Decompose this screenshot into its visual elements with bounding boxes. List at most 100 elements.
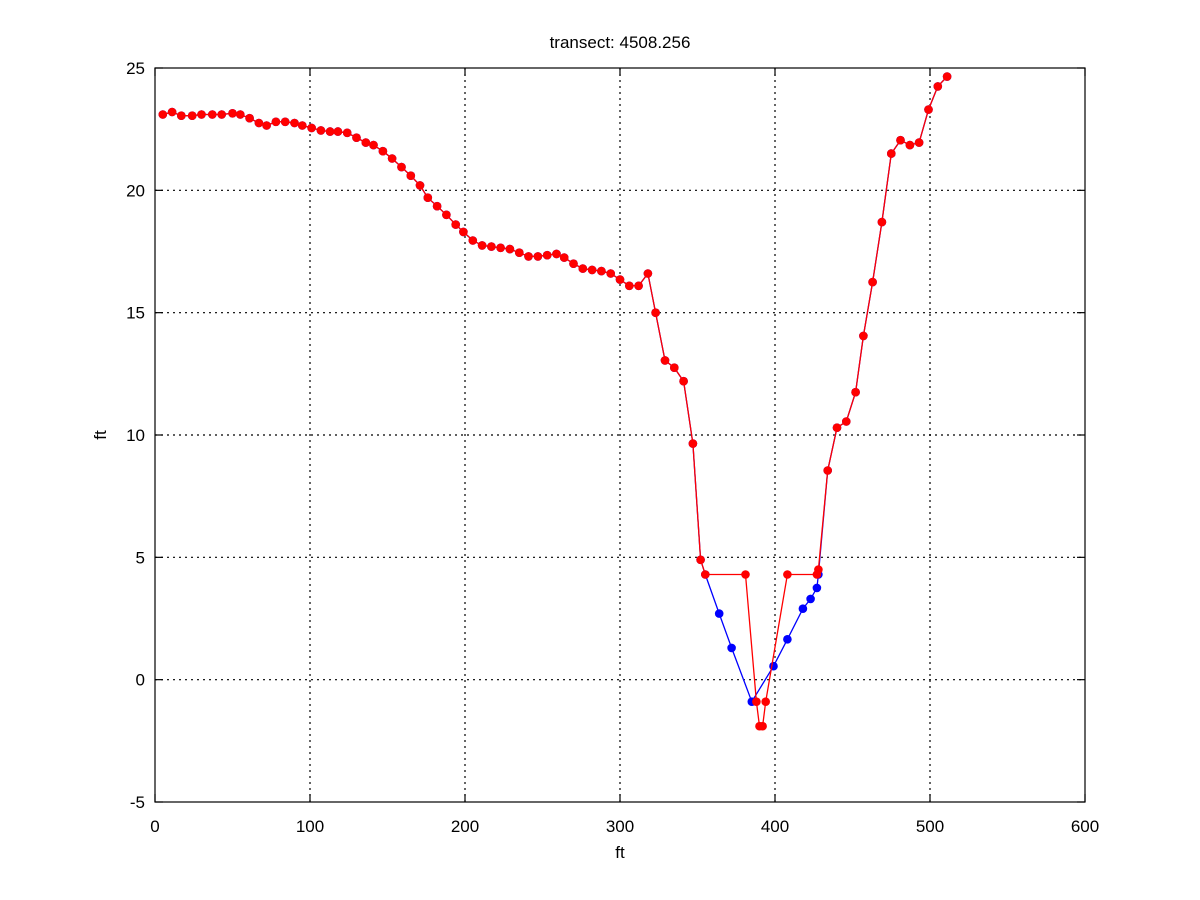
series-2-point bbox=[352, 133, 361, 142]
series-2-point bbox=[290, 118, 299, 128]
grid bbox=[155, 68, 1085, 802]
series-1-point bbox=[727, 643, 736, 653]
series-2-point bbox=[378, 146, 388, 156]
series-2-point bbox=[634, 281, 643, 291]
series-2-point bbox=[877, 217, 887, 227]
series-2-point bbox=[896, 135, 905, 145]
series-2-point bbox=[842, 417, 851, 426]
series-2-point bbox=[924, 105, 933, 114]
series-2-point bbox=[406, 171, 416, 180]
series-2-point bbox=[741, 570, 750, 579]
y-tick-label: 20 bbox=[126, 181, 145, 200]
series-2-point bbox=[432, 201, 442, 211]
series-2-point bbox=[316, 126, 326, 135]
series-2-point bbox=[307, 123, 316, 133]
series-2-point bbox=[696, 555, 705, 565]
series-2-point bbox=[361, 138, 371, 147]
series-2-point bbox=[643, 269, 653, 278]
series-2-point bbox=[236, 110, 245, 119]
series-2-point bbox=[477, 241, 487, 250]
series-2-point bbox=[208, 110, 217, 119]
series-2-point bbox=[496, 243, 505, 253]
series-2-point bbox=[167, 107, 177, 117]
series-2-point bbox=[342, 128, 352, 138]
series-2-point bbox=[487, 242, 496, 251]
y-tick-label: 0 bbox=[136, 671, 145, 690]
series-2-point bbox=[459, 227, 468, 237]
series-2-point bbox=[868, 277, 877, 287]
series-2-point bbox=[369, 140, 378, 150]
series-2-point bbox=[914, 138, 924, 147]
y-tick-label: 10 bbox=[126, 426, 145, 445]
series-2-point bbox=[814, 565, 823, 574]
series-2-point bbox=[505, 244, 515, 254]
series-2-point bbox=[280, 117, 290, 127]
series-2-point bbox=[187, 111, 197, 120]
x-tick-label: 300 bbox=[606, 817, 634, 836]
series-2-point bbox=[442, 210, 451, 220]
series-2-point bbox=[468, 236, 478, 245]
x-tick-label: 500 bbox=[916, 817, 944, 836]
x-axis-label: ft bbox=[615, 843, 625, 862]
series-2-point bbox=[933, 82, 943, 91]
series-2-point bbox=[415, 181, 425, 190]
series-1-point bbox=[806, 594, 815, 604]
series-2-point bbox=[158, 110, 168, 119]
series-2-point bbox=[625, 281, 634, 291]
series-2-point bbox=[524, 252, 533, 261]
series-2-point bbox=[832, 423, 842, 433]
series-2-point bbox=[887, 149, 896, 158]
series-2-point bbox=[701, 570, 710, 579]
series-2-point bbox=[752, 697, 761, 706]
series-2-point bbox=[942, 72, 952, 81]
series-2-point bbox=[823, 466, 832, 475]
series-2-point bbox=[905, 140, 915, 150]
series-2-point bbox=[177, 111, 186, 120]
series-1-point bbox=[798, 604, 808, 613]
series-2-point bbox=[660, 356, 670, 365]
series-2-point bbox=[271, 117, 281, 127]
series-2-point bbox=[387, 154, 397, 163]
series-2-point bbox=[423, 193, 433, 202]
series-2-point bbox=[254, 118, 264, 128]
series-2-point bbox=[245, 113, 254, 123]
series-1-line bbox=[162, 76, 948, 704]
series-1-point bbox=[769, 661, 778, 671]
series-2-point bbox=[262, 121, 271, 130]
series-1 bbox=[158, 72, 952, 706]
y-tick-label: 15 bbox=[126, 304, 145, 323]
series-2-point bbox=[761, 697, 770, 706]
x-tick-label: 600 bbox=[1071, 817, 1099, 836]
series-2-point bbox=[569, 259, 578, 269]
series-2-point bbox=[451, 220, 461, 229]
series-2-point bbox=[298, 121, 307, 130]
x-tick-label: 400 bbox=[761, 817, 789, 836]
plot-frame bbox=[154, 67, 1086, 803]
series-2-point bbox=[217, 110, 226, 119]
series-2-point bbox=[325, 127, 335, 136]
series-2-point bbox=[851, 387, 860, 397]
series-2-point bbox=[515, 248, 524, 257]
series-2-point bbox=[397, 162, 406, 172]
series-2-point bbox=[533, 252, 543, 261]
series-2-point bbox=[606, 269, 615, 278]
series-2-point bbox=[587, 265, 597, 275]
series-2 bbox=[158, 72, 952, 731]
series-2-point bbox=[670, 363, 679, 373]
series-2-line bbox=[162, 76, 948, 727]
series-2-point bbox=[783, 570, 792, 579]
y-axis-label: ft bbox=[91, 430, 110, 440]
series-layer bbox=[158, 72, 952, 731]
chart-title: transect: 4508.256 bbox=[550, 33, 691, 52]
x-tick-label: 100 bbox=[296, 817, 324, 836]
x-tick-label: 0 bbox=[150, 817, 159, 836]
series-2-point bbox=[578, 264, 588, 273]
y-tick-label: 25 bbox=[126, 59, 145, 78]
series-2-point bbox=[758, 721, 767, 731]
series-2-point bbox=[333, 127, 343, 136]
series-2-point bbox=[615, 275, 625, 284]
series-2-point bbox=[542, 250, 552, 260]
series-2-point bbox=[688, 439, 698, 448]
series-2-point bbox=[651, 308, 660, 318]
